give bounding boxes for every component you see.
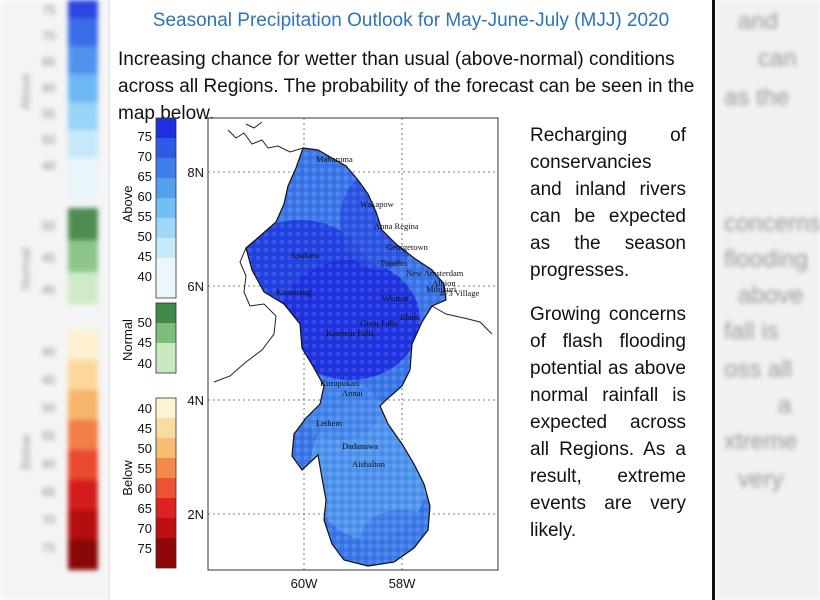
legend-group-label-normal: Normal — [120, 319, 135, 361]
svg-text:55: 55 — [42, 107, 56, 121]
legend-group-label-above: Above — [120, 186, 135, 223]
legend-tick: 55 — [138, 209, 152, 224]
lat-label: 8N — [187, 165, 204, 180]
ghost-text: xtreme — [724, 428, 798, 455]
place-label: New Amsterdam — [406, 268, 464, 278]
svg-text:75: 75 — [42, 541, 56, 555]
legend-tick: 65 — [138, 169, 152, 184]
background-right-blur: and can as the concerns flooding above f… — [716, 0, 820, 600]
background-left-blur: 75 70 65 60 55 50 40 50 45 40 40 45 50 55 60 65 70 7… — [0, 0, 108, 600]
map-coastlines — [213, 121, 493, 383]
place-label: Kurupukari — [320, 378, 360, 388]
place-label: Lethem — [316, 418, 342, 428]
svg-text:50: 50 — [42, 219, 56, 233]
lon-label: 58W — [389, 576, 416, 591]
svg-text:Normal: Normal — [18, 248, 33, 290]
page-title: Seasonal Precipitation Outlook for May-J… — [152, 10, 670, 31]
ghost-text: can — [758, 45, 797, 72]
legend-tick: 70 — [138, 521, 152, 536]
place-label: Albion — [432, 278, 456, 288]
legend-tick: 45 — [138, 421, 152, 436]
svg-text:Below: Below — [18, 434, 33, 470]
left-edge-shadow — [108, 0, 110, 600]
ghost-text: flooding — [724, 246, 809, 273]
svg-text:45: 45 — [42, 373, 56, 387]
legend-tick: 60 — [138, 189, 152, 204]
svg-text:50: 50 — [42, 401, 56, 415]
legend-tick: 40 — [138, 356, 152, 371]
legend-tick: 45 — [138, 335, 152, 350]
legend-colorbar-below — [155, 397, 177, 569]
place-label: Dadanawa — [342, 441, 378, 451]
ghost-text: as the — [724, 84, 790, 111]
lat-label: 4N — [187, 393, 204, 408]
ghost-text: concerns — [724, 210, 820, 237]
place-label: Anna Regina — [374, 221, 419, 231]
place-label: Mabaruma — [316, 154, 353, 164]
legend-tick: 45 — [138, 249, 152, 264]
ghost-text: fall is — [724, 318, 779, 345]
place-label: Apakara — [290, 250, 319, 260]
guyana-probability-field — [246, 148, 446, 566]
page-divider — [712, 0, 715, 600]
ghost-text: above — [738, 282, 804, 309]
legend-tick: 40 — [138, 401, 152, 416]
legend-tick: 75 — [138, 541, 152, 556]
legend-colorbar-above — [155, 117, 177, 299]
place-label: #73 Village — [440, 288, 479, 298]
svg-text:70: 70 — [42, 29, 56, 43]
lon-label: 60W — [291, 576, 318, 591]
legend-tick: 50 — [138, 229, 152, 244]
legend-tick: 40 — [138, 269, 152, 284]
lat-label: 2N — [187, 507, 204, 522]
lat-label: 6N — [187, 279, 204, 294]
legend-tick: 50 — [138, 441, 152, 456]
place-label: Kamarang — [276, 287, 312, 297]
svg-text:Above: Above — [18, 73, 33, 110]
place-label: Wakapow — [360, 199, 395, 209]
svg-text:55: 55 — [42, 429, 56, 443]
svg-text:45: 45 — [42, 251, 56, 265]
svg-text:40: 40 — [42, 283, 56, 297]
legend-tick: 60 — [138, 481, 152, 496]
ghost-text: and — [738, 8, 779, 35]
svg-text:40: 40 — [42, 159, 56, 173]
svg-text:70: 70 — [42, 513, 56, 527]
place-label: Mibikuri — [426, 284, 457, 294]
place-label: Timehri — [380, 258, 408, 268]
svg-text:60: 60 — [42, 81, 56, 95]
place-label: Wismar — [382, 293, 409, 303]
svg-text:50: 50 — [42, 133, 56, 147]
legend-tick: 50 — [138, 315, 152, 330]
ghost-text: oss all — [724, 356, 793, 383]
legend-tick: 55 — [138, 461, 152, 476]
legend-group-label-below: Below — [120, 460, 135, 496]
svg-text:65: 65 — [42, 55, 56, 69]
legend-colorbar-normal — [155, 302, 177, 374]
place-label: Aishalton — [352, 459, 386, 469]
svg-text:75: 75 — [42, 3, 56, 17]
place-label: Kaieteur Falls — [326, 328, 374, 338]
ghost-text: very — [738, 466, 784, 493]
legend-tick: 75 — [138, 129, 152, 144]
svg-text:65: 65 — [42, 485, 56, 499]
side-paragraph-flooding: Growing concerns of flash flooding poten… — [530, 304, 686, 541]
svg-text:60: 60 — [42, 457, 56, 471]
svg-text:40: 40 — [42, 345, 56, 359]
intro-paragraph: Increasing chance for wetter than usual … — [118, 49, 695, 124]
ghost-text: a — [778, 392, 792, 419]
place-label: Great Falls — [360, 318, 398, 328]
place-label: Georgetown — [386, 242, 429, 252]
legend-tick: 65 — [138, 501, 152, 516]
side-paragraph-recharging: Recharging of conservancies and inland r… — [530, 125, 686, 281]
outlook-map-figure: 75 70 65 60 55 50 45 40 50 45 40 40 45 5… — [120, 117, 499, 591]
place-label: Annai — [342, 388, 363, 398]
place-label: Ebini — [400, 312, 419, 322]
legend-tick: 70 — [138, 149, 152, 164]
